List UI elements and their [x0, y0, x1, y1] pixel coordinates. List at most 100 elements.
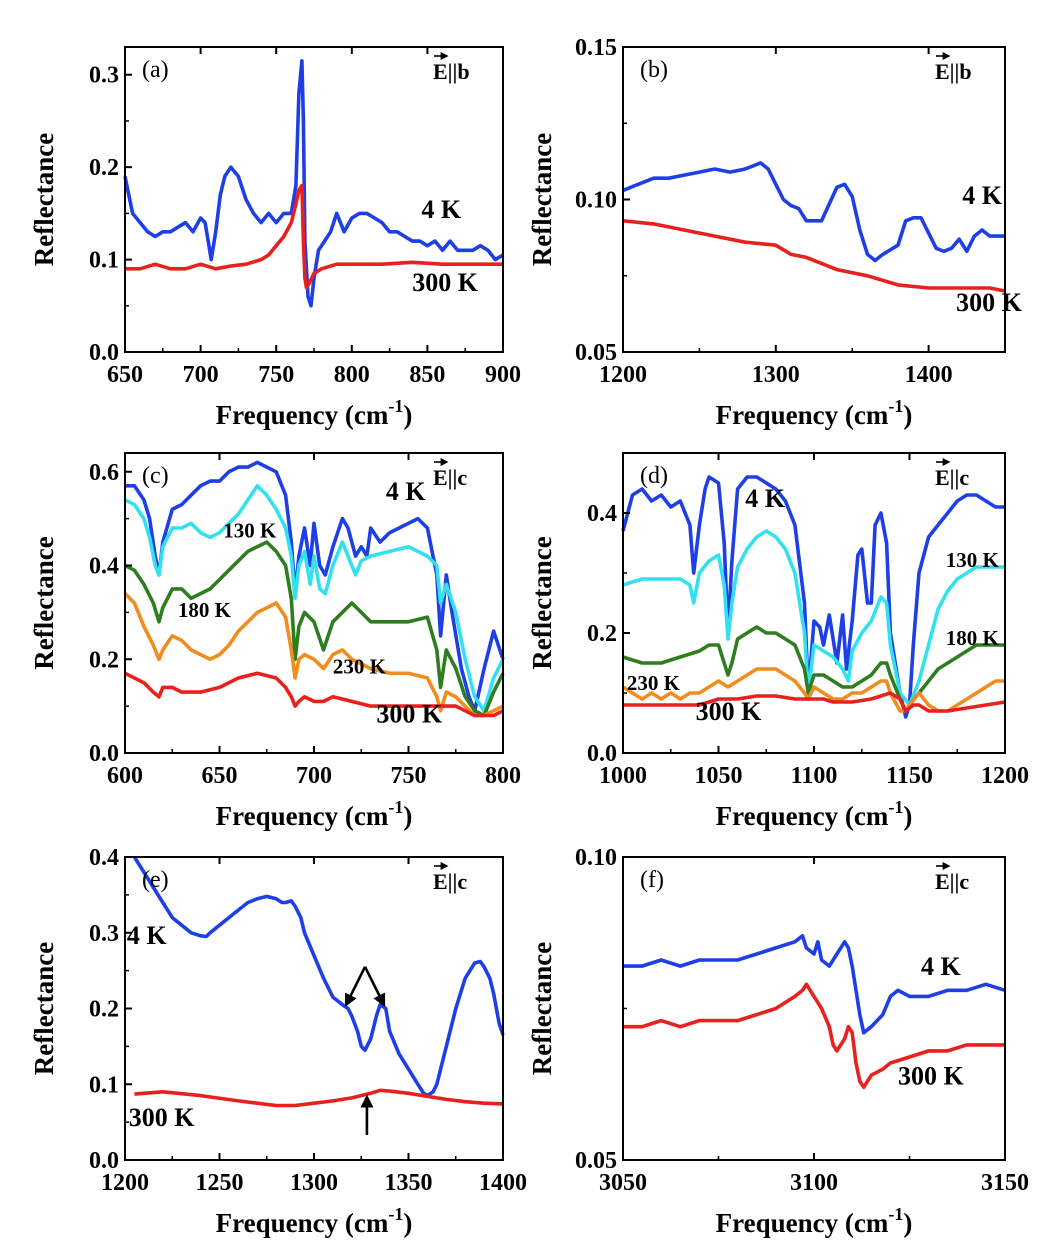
x-tick-label: 1200 [599, 362, 647, 388]
curve-label: 300 K [956, 288, 1023, 317]
series-line-4k [622, 161, 1005, 263]
x-axis-title: Frequency (cm-1) [716, 1204, 913, 1238]
x-tick-label: 900 [485, 362, 521, 388]
y-tick-label: 0.4 [89, 554, 119, 580]
y-tick-label: 0.0 [89, 340, 119, 366]
x-tick-label: 1200 [101, 1170, 149, 1196]
curve-label: 180 K [178, 598, 232, 622]
y-tick-label: 0.0 [89, 741, 119, 767]
series-line-180k [124, 540, 505, 718]
x-tick-label: 1150 [886, 763, 933, 789]
curve-label: 4 K [386, 477, 427, 506]
y-tick-label: 0.05 [575, 1148, 617, 1174]
curve-label: 230 K [627, 671, 681, 695]
x-tick-label: 1300 [290, 1170, 338, 1196]
x-tick-label: 3050 [599, 1170, 647, 1196]
curve-label: 4 K [962, 181, 1003, 210]
x-tick-label: 1200 [981, 763, 1029, 789]
curve-label: 4 K [745, 484, 786, 513]
x-tick-label: 800 [334, 362, 370, 388]
x-axis-title: Frequency (cm-1) [216, 797, 413, 831]
x-tick-label: 800 [485, 763, 521, 789]
plot-frame [622, 452, 1006, 754]
plot-frame [622, 46, 1006, 353]
y-tick-label: 0.2 [89, 997, 119, 1023]
series-line-300k [125, 183, 503, 290]
x-tick-label: 750 [258, 362, 294, 388]
y-axis-title: Reflectance [527, 133, 557, 266]
y-tick-label: 0.4 [89, 845, 119, 871]
x-tick-label: 750 [391, 763, 427, 789]
panel-c: 600 650 700 750 800 0.0 0.2 0.4 0.6 Frequency (cm… [29, 452, 521, 831]
x-tick-label: 3100 [790, 1170, 838, 1196]
panel-label: (a) [142, 57, 169, 83]
x-tick-label: 1100 [791, 763, 838, 789]
y-axis-title: Reflectance [29, 942, 59, 1075]
y-axis-title: Reflectance [29, 536, 59, 669]
y-tick-label: 0.15 [575, 35, 617, 61]
y-tick-label: 0.4 [587, 501, 617, 527]
x-tick-label: 1300 [752, 362, 800, 388]
y-tick-label: 0.6 [89, 460, 119, 486]
y-tick-label: 0.10 [575, 188, 617, 214]
annotation-arrow [344, 966, 367, 1008]
polarization-label: E||c [433, 465, 467, 490]
panel-f: 3050 3100 3150 0.05 0.10 Frequency (cm-1) Refl… [527, 845, 1029, 1238]
panel-e: 1200 1250 1300 1350 1400 0.0 0.1 0.2 0.3 0.4 Frequ… [29, 845, 527, 1238]
series-line-300k [124, 671, 504, 718]
curve-label: 180 K [946, 626, 1000, 650]
y-tick-label: 0.1 [89, 248, 119, 274]
series-line-4k [125, 460, 505, 713]
curve-label: 300 K [412, 268, 479, 297]
x-axis-title: Frequency (cm-1) [216, 396, 413, 430]
polarization-label: E||c [935, 869, 969, 894]
x-tick-label: 3150 [981, 1170, 1029, 1196]
series-line-130k [124, 483, 505, 713]
x-axis-title: Frequency (cm-1) [716, 396, 913, 430]
curve-label: 300 K [129, 1103, 196, 1132]
y-tick-label: 0.2 [587, 621, 617, 647]
y-tick-label: 0.3 [89, 921, 119, 947]
panel-a: 650 700 750 800 850 900 0.0 0.1 0.2 0.3 Frequency … [29, 46, 521, 430]
curve-label: 300 K [898, 1061, 965, 1090]
x-tick-label: 1400 [905, 362, 953, 388]
x-tick-label: 600 [107, 763, 143, 789]
y-tick-label: 0.0 [89, 1148, 119, 1174]
panel-label: (f) [640, 867, 664, 893]
series-line-300k [622, 219, 1006, 293]
curve-label: 4 K [421, 195, 462, 224]
curve-label: 130 K [946, 548, 1000, 572]
series-line-300k [623, 691, 1006, 713]
x-tick-label: 1250 [196, 1170, 244, 1196]
x-tick-label: 1400 [479, 1170, 527, 1196]
series-line-180k [622, 625, 1005, 713]
y-tick-label: 0.3 [89, 63, 119, 89]
x-tick-label: 1050 [695, 763, 743, 789]
panel-label: (d) [640, 463, 668, 489]
y-axis-title: Reflectance [527, 942, 557, 1075]
series-line-4k [621, 475, 1005, 719]
y-tick-label: 0.0 [587, 741, 617, 767]
panel-label: (b) [640, 57, 668, 83]
curve-label: 4 K [127, 921, 168, 950]
x-axis-title: Frequency (cm-1) [216, 1204, 413, 1238]
x-tick-label: 650 [202, 763, 238, 789]
y-axis-title: Reflectance [29, 133, 59, 266]
panel-b: 1200 1300 1400 0.05 0.10 0.15 Frequency (cm-1)… [527, 35, 1023, 430]
y-tick-label: 0.10 [575, 845, 617, 871]
polarization-label: E||b [935, 59, 972, 84]
x-tick-label: 700 [183, 362, 219, 388]
series-line-300k [623, 982, 1005, 1090]
y-tick-label: 0.2 [89, 155, 119, 181]
curve-label: 300 K [376, 700, 443, 729]
series-line-130k [622, 529, 1005, 707]
x-axis-title: Frequency (cm-1) [716, 797, 913, 831]
y-tick-label: 0.05 [575, 340, 617, 366]
curve-label: 130 K [223, 518, 277, 542]
series-line-4k [123, 59, 504, 308]
x-tick-label: 1350 [385, 1170, 433, 1196]
polarization-label: E||c [935, 465, 969, 490]
polarization-label: E||c [433, 869, 467, 894]
polarization-label: E||b [433, 59, 470, 84]
